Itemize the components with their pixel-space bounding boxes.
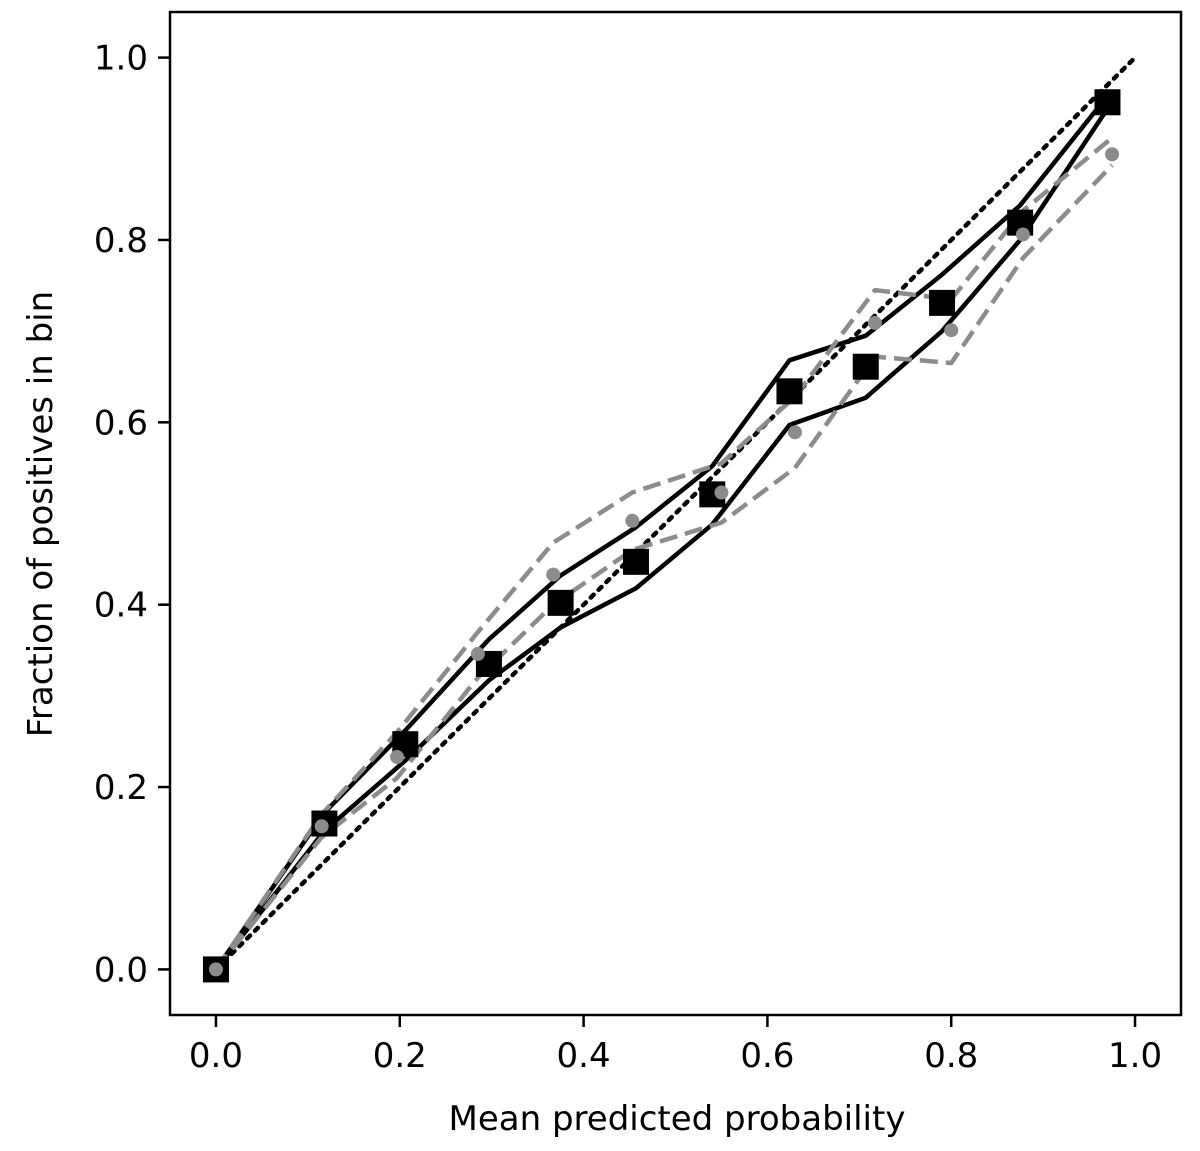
x-tick-label: 0.6	[740, 1036, 794, 1076]
series-0-point-11	[1094, 89, 1121, 116]
x-tick-label: 1.0	[1108, 1036, 1162, 1076]
series-0-point-9	[929, 289, 956, 316]
series-0-point-5	[622, 548, 649, 575]
series-3-point-8	[867, 315, 882, 330]
series-2-line	[214, 107, 1110, 971]
y-tick-label: 0.8	[94, 221, 148, 261]
series-3-point-9	[944, 323, 959, 338]
series-3-point-2	[390, 749, 405, 764]
x-tick-label: 0.4	[557, 1036, 611, 1076]
plot-marks	[202, 55, 1138, 983]
x-axis-ticks: 0.0 0.2 0.4 0.6 0.8 1.0	[189, 1015, 1162, 1076]
x-tick-label: 0.2	[373, 1036, 427, 1076]
y-tick-label: 0.4	[94, 586, 148, 626]
series-0-point-8	[852, 353, 879, 380]
y-tick-label: 0.0	[94, 950, 148, 990]
series-4-line	[214, 136, 1114, 971]
x-tick-label: 0.0	[189, 1036, 243, 1076]
x-axis-label: Mean predicted probability	[449, 1099, 906, 1139]
series-3-point-0	[208, 962, 223, 977]
series-1-line	[214, 94, 1110, 971]
series-3-point-7	[787, 425, 802, 440]
y-tick-label: 0.6	[94, 403, 148, 443]
series-3-point-10	[1015, 227, 1030, 242]
y-tick-label: 0.2	[94, 768, 148, 808]
reference-diagonal-line	[213, 55, 1138, 972]
y-tick-label: 1.0	[94, 39, 148, 79]
series-5-line	[214, 163, 1114, 971]
series-3-point-1	[314, 819, 329, 834]
series-3-point-4	[546, 567, 561, 582]
plot-border	[168, 10, 1183, 1017]
series-0-point-4	[547, 589, 574, 616]
plot-area	[202, 55, 1138, 983]
series-0-point-7	[776, 378, 803, 405]
series-3-point-5	[625, 513, 640, 528]
series-3-point-3	[470, 646, 485, 661]
series-3-point-6	[714, 485, 729, 500]
plot-frame	[168, 10, 1183, 1017]
y-axis-label: Fraction of positives in bin	[21, 291, 61, 737]
y-axis-ticks: 0.0 0.2 0.4 0.6 0.8 1.0	[94, 39, 170, 990]
x-tick-label: 0.8	[924, 1036, 978, 1076]
series-3-point-11	[1105, 147, 1120, 162]
